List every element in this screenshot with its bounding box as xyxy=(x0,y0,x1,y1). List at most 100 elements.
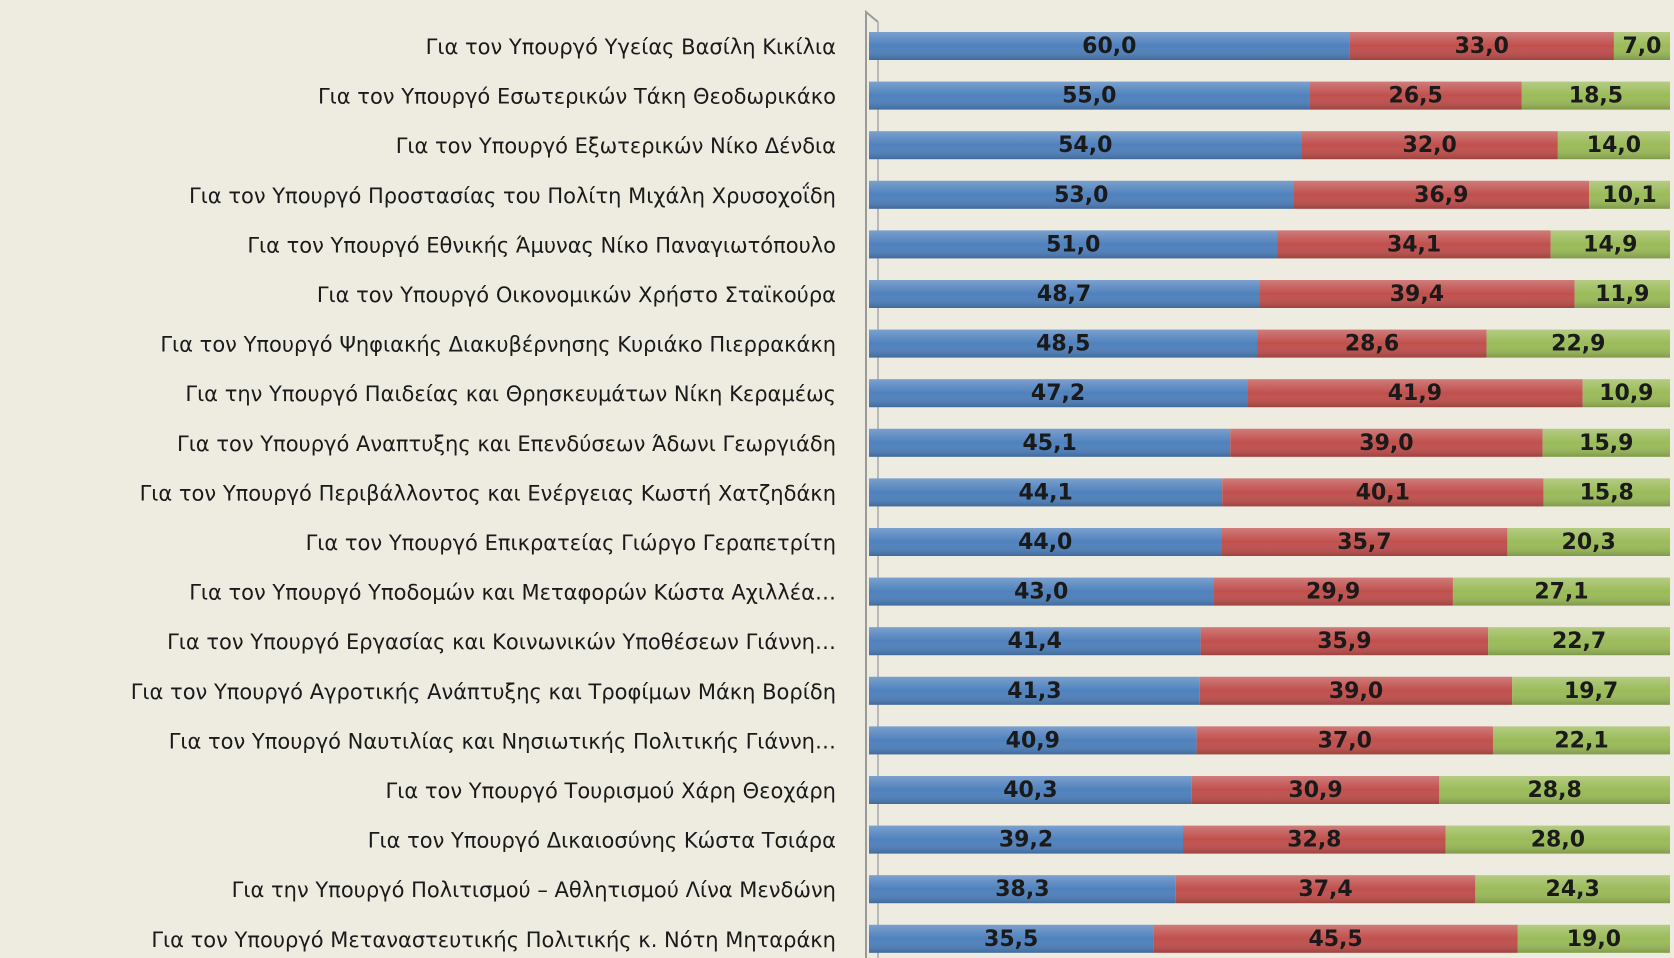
bar-shade xyxy=(869,329,1258,358)
bar-shade xyxy=(1247,379,1583,408)
value-label: 33,0 xyxy=(1455,34,1509,59)
bar-shade xyxy=(1475,875,1670,904)
value-label: 15,9 xyxy=(1579,431,1633,456)
value-label: 47,2 xyxy=(1031,381,1085,406)
value-label: 14,0 xyxy=(1587,133,1641,158)
value-label: 32,8 xyxy=(1287,828,1341,853)
bar-shade xyxy=(1259,280,1575,308)
value-label: 20,3 xyxy=(1562,530,1616,555)
bar-shade xyxy=(869,180,1294,209)
bar-shade xyxy=(1175,875,1476,904)
bar-shade xyxy=(1512,676,1670,705)
bar-shade xyxy=(1277,230,1551,259)
value-label: 40,1 xyxy=(1356,480,1410,505)
bar-shade xyxy=(869,32,1350,60)
bar-shade xyxy=(869,379,1248,408)
value-label: 44,0 xyxy=(1018,530,1072,555)
bar-shade xyxy=(869,726,1197,755)
value-label: 53,0 xyxy=(1054,183,1108,208)
bar-shade xyxy=(1191,776,1440,804)
value-label: 26,5 xyxy=(1389,84,1443,109)
category-label: Για τον Υπουργό Εσωτερικών Τάκη Θεοδωρικ… xyxy=(318,85,836,109)
bar-shade xyxy=(1507,528,1670,556)
value-label: 19,7 xyxy=(1564,679,1618,704)
bar-shade xyxy=(869,230,1278,259)
bar-shade xyxy=(869,131,1302,160)
category-label: Για τον Υπουργό Αγροτικής Ανάπτυξης και … xyxy=(131,680,836,704)
value-label: 48,7 xyxy=(1037,282,1091,307)
bar-shade xyxy=(1543,478,1670,507)
bar-shade xyxy=(1196,726,1493,755)
bar-shade xyxy=(1213,577,1453,606)
category-label: Για τον Υπουργό Εξωτερικών Νίκο Δένδια xyxy=(396,134,836,158)
bar-shade xyxy=(1222,478,1544,507)
bar-shade xyxy=(1309,81,1522,110)
bar-shade xyxy=(869,924,1154,953)
bar-shade xyxy=(869,825,1183,854)
value-label: 45,1 xyxy=(1022,431,1076,456)
value-label: 7,0 xyxy=(1622,34,1661,59)
axis-wall xyxy=(865,9,879,958)
bar-shade xyxy=(1517,924,1670,953)
value-label: 55,0 xyxy=(1062,84,1116,109)
bar-shade xyxy=(1301,131,1558,160)
value-label: 60,0 xyxy=(1082,34,1136,59)
value-label: 41,4 xyxy=(1008,629,1062,654)
value-label: 40,9 xyxy=(1006,728,1060,753)
value-label: 34,1 xyxy=(1387,232,1441,257)
category-label: Για τον Υπουργό Τουρισμού Χάρη Θεοχάρη xyxy=(386,779,836,803)
value-label: 41,3 xyxy=(1007,679,1061,704)
value-label: 28,8 xyxy=(1528,778,1582,803)
value-label: 15,8 xyxy=(1580,480,1634,505)
bar-shade xyxy=(869,478,1223,507)
bar-shade xyxy=(1230,428,1543,457)
value-label: 35,5 xyxy=(984,927,1038,952)
category-label: Για τον Υπουργό Δικαιοσύνης Κώστα Τσιάρα xyxy=(368,829,836,853)
value-label: 14,9 xyxy=(1583,232,1637,257)
bar-shade xyxy=(1557,131,1670,160)
bar-shade xyxy=(869,280,1260,308)
bar-shade xyxy=(1542,428,1670,457)
category-label: Για την Υπουργό Πολιτισμού – Αθλητισμού … xyxy=(232,878,836,902)
value-label: 28,6 xyxy=(1345,332,1399,357)
bar-shade xyxy=(1488,627,1670,656)
value-label: 48,5 xyxy=(1036,332,1090,357)
category-label: Για τον Υπουργό Αναπτυξης και Επενδύσεων… xyxy=(177,432,836,456)
value-label: 35,9 xyxy=(1317,629,1371,654)
category-label: Για τον Υπουργό Οικονομικών Χρήστο Σταϊκ… xyxy=(317,283,836,307)
bar-shade xyxy=(1574,280,1670,308)
bar-shade xyxy=(1199,676,1513,705)
value-label: 22,7 xyxy=(1552,629,1606,654)
bar-shade xyxy=(869,875,1176,904)
bar-shade xyxy=(869,676,1200,705)
bar-shade xyxy=(1200,627,1489,656)
category-label: Για τον Υπουργό Υποδομών και Μεταφορών Κ… xyxy=(189,581,836,605)
bar-shade xyxy=(1492,726,1670,755)
value-label: 28,0 xyxy=(1531,828,1585,853)
value-label: 43,0 xyxy=(1014,580,1068,605)
bar-shade xyxy=(1349,32,1614,60)
bar-shade xyxy=(1589,180,1670,209)
category-label: Για τον Υπουργό Περιβάλλοντος και Ενέργε… xyxy=(140,481,836,505)
bar-shade xyxy=(869,528,1222,556)
value-label: 30,9 xyxy=(1288,778,1342,803)
category-label: Για τον Υπουργό Ναυτιλίας και Νησιωτικής… xyxy=(169,729,836,753)
value-label: 39,0 xyxy=(1329,679,1383,704)
category-label: Για τον Υπουργό Επικρατείας Γιώργο Γεραπ… xyxy=(306,531,836,555)
bar-shade xyxy=(1582,379,1670,408)
value-label: 36,9 xyxy=(1414,183,1468,208)
value-label: 39,0 xyxy=(1359,431,1413,456)
bar-shade xyxy=(1293,180,1590,209)
bar-shade xyxy=(1521,81,1670,110)
value-label: 22,1 xyxy=(1554,728,1608,753)
bar-shade xyxy=(1486,329,1670,358)
bar-shade xyxy=(1257,329,1487,358)
value-label: 22,9 xyxy=(1551,332,1605,357)
bar-shade xyxy=(1550,230,1670,259)
value-label: 32,0 xyxy=(1403,133,1457,158)
category-label: Για τον Υπουργό Υγείας Βασίλη Κικίλια xyxy=(426,35,836,59)
value-label: 37,0 xyxy=(1318,728,1372,753)
value-label: 54,0 xyxy=(1058,133,1112,158)
value-label: 39,4 xyxy=(1390,282,1444,307)
